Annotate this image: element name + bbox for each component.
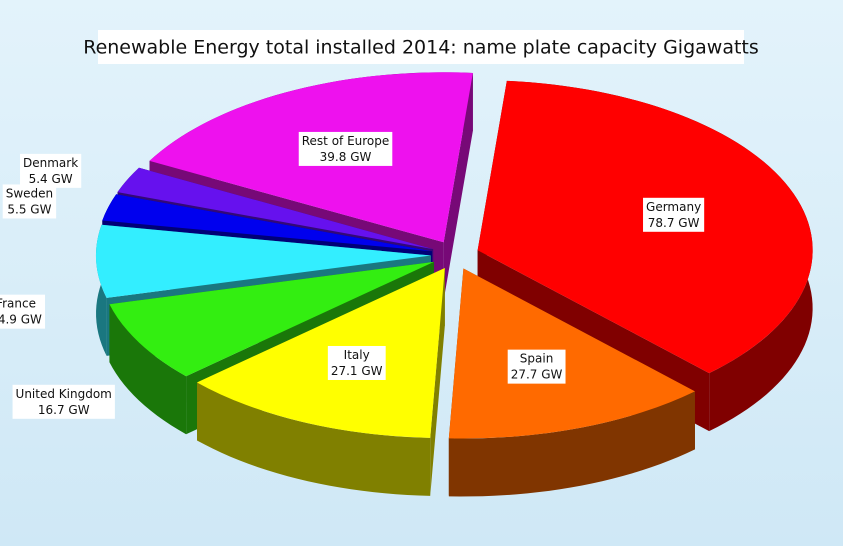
value-label: 78.7 GW	[648, 216, 700, 230]
category-label: United Kingdom	[16, 387, 112, 401]
category-label: Denmark	[23, 156, 78, 170]
slice	[448, 268, 695, 439]
data-label-box	[12, 384, 115, 419]
slice	[197, 268, 445, 438]
data-label: Denmark 5.4 GW	[20, 153, 82, 188]
category-label: Sweden	[6, 186, 53, 200]
slice	[117, 167, 434, 250]
category-label: Spain	[520, 352, 554, 366]
data-label: Sweden 5.5 GW	[2, 184, 57, 219]
labels: Germany 78.7 GW Spain 27.7 GW Italy 27.1 GW Un…	[0, 131, 705, 419]
category-label: Germany	[646, 200, 701, 214]
data-label-box	[327, 345, 386, 380]
data-label: Italy 27.1 GW	[327, 345, 386, 380]
data-label: United Kingdom 16.7 GW	[12, 384, 115, 419]
value-label: 39.8 GW	[320, 150, 372, 164]
slice	[109, 261, 434, 377]
value-label: 5.5 GW	[7, 202, 51, 216]
data-label-box	[507, 349, 566, 384]
value-label: 27.1 GW	[331, 364, 383, 378]
category-label: Rest of Europe	[302, 134, 390, 148]
data-label-box	[643, 197, 705, 232]
title-box	[98, 30, 744, 64]
category-label: France	[0, 297, 36, 311]
data-label: France 14.9 GW	[0, 294, 46, 329]
slice-outer-side	[448, 391, 695, 497]
data-label-box	[0, 294, 46, 329]
value-label: 27.7 GW	[511, 368, 563, 382]
slice-outer-side	[109, 304, 187, 435]
data-label: Spain 27.7 GW	[507, 349, 566, 384]
data-label: Rest of Europe 39.8 GW	[298, 131, 393, 166]
category-label: Italy	[344, 348, 370, 362]
data-label: Germany 78.7 GW	[643, 197, 705, 232]
slice	[102, 194, 432, 252]
data-label-box	[2, 184, 57, 219]
value-label: 5.4 GW	[29, 172, 73, 186]
chart-title: Renewable Energy total installed 2014: n…	[83, 37, 759, 59]
value-label: 16.7 GW	[38, 403, 90, 417]
value-label: 14.9 GW	[0, 313, 42, 327]
slice	[96, 224, 432, 298]
slice-outer-side	[197, 382, 431, 496]
data-label-box	[298, 131, 393, 166]
data-label-box	[20, 153, 82, 188]
